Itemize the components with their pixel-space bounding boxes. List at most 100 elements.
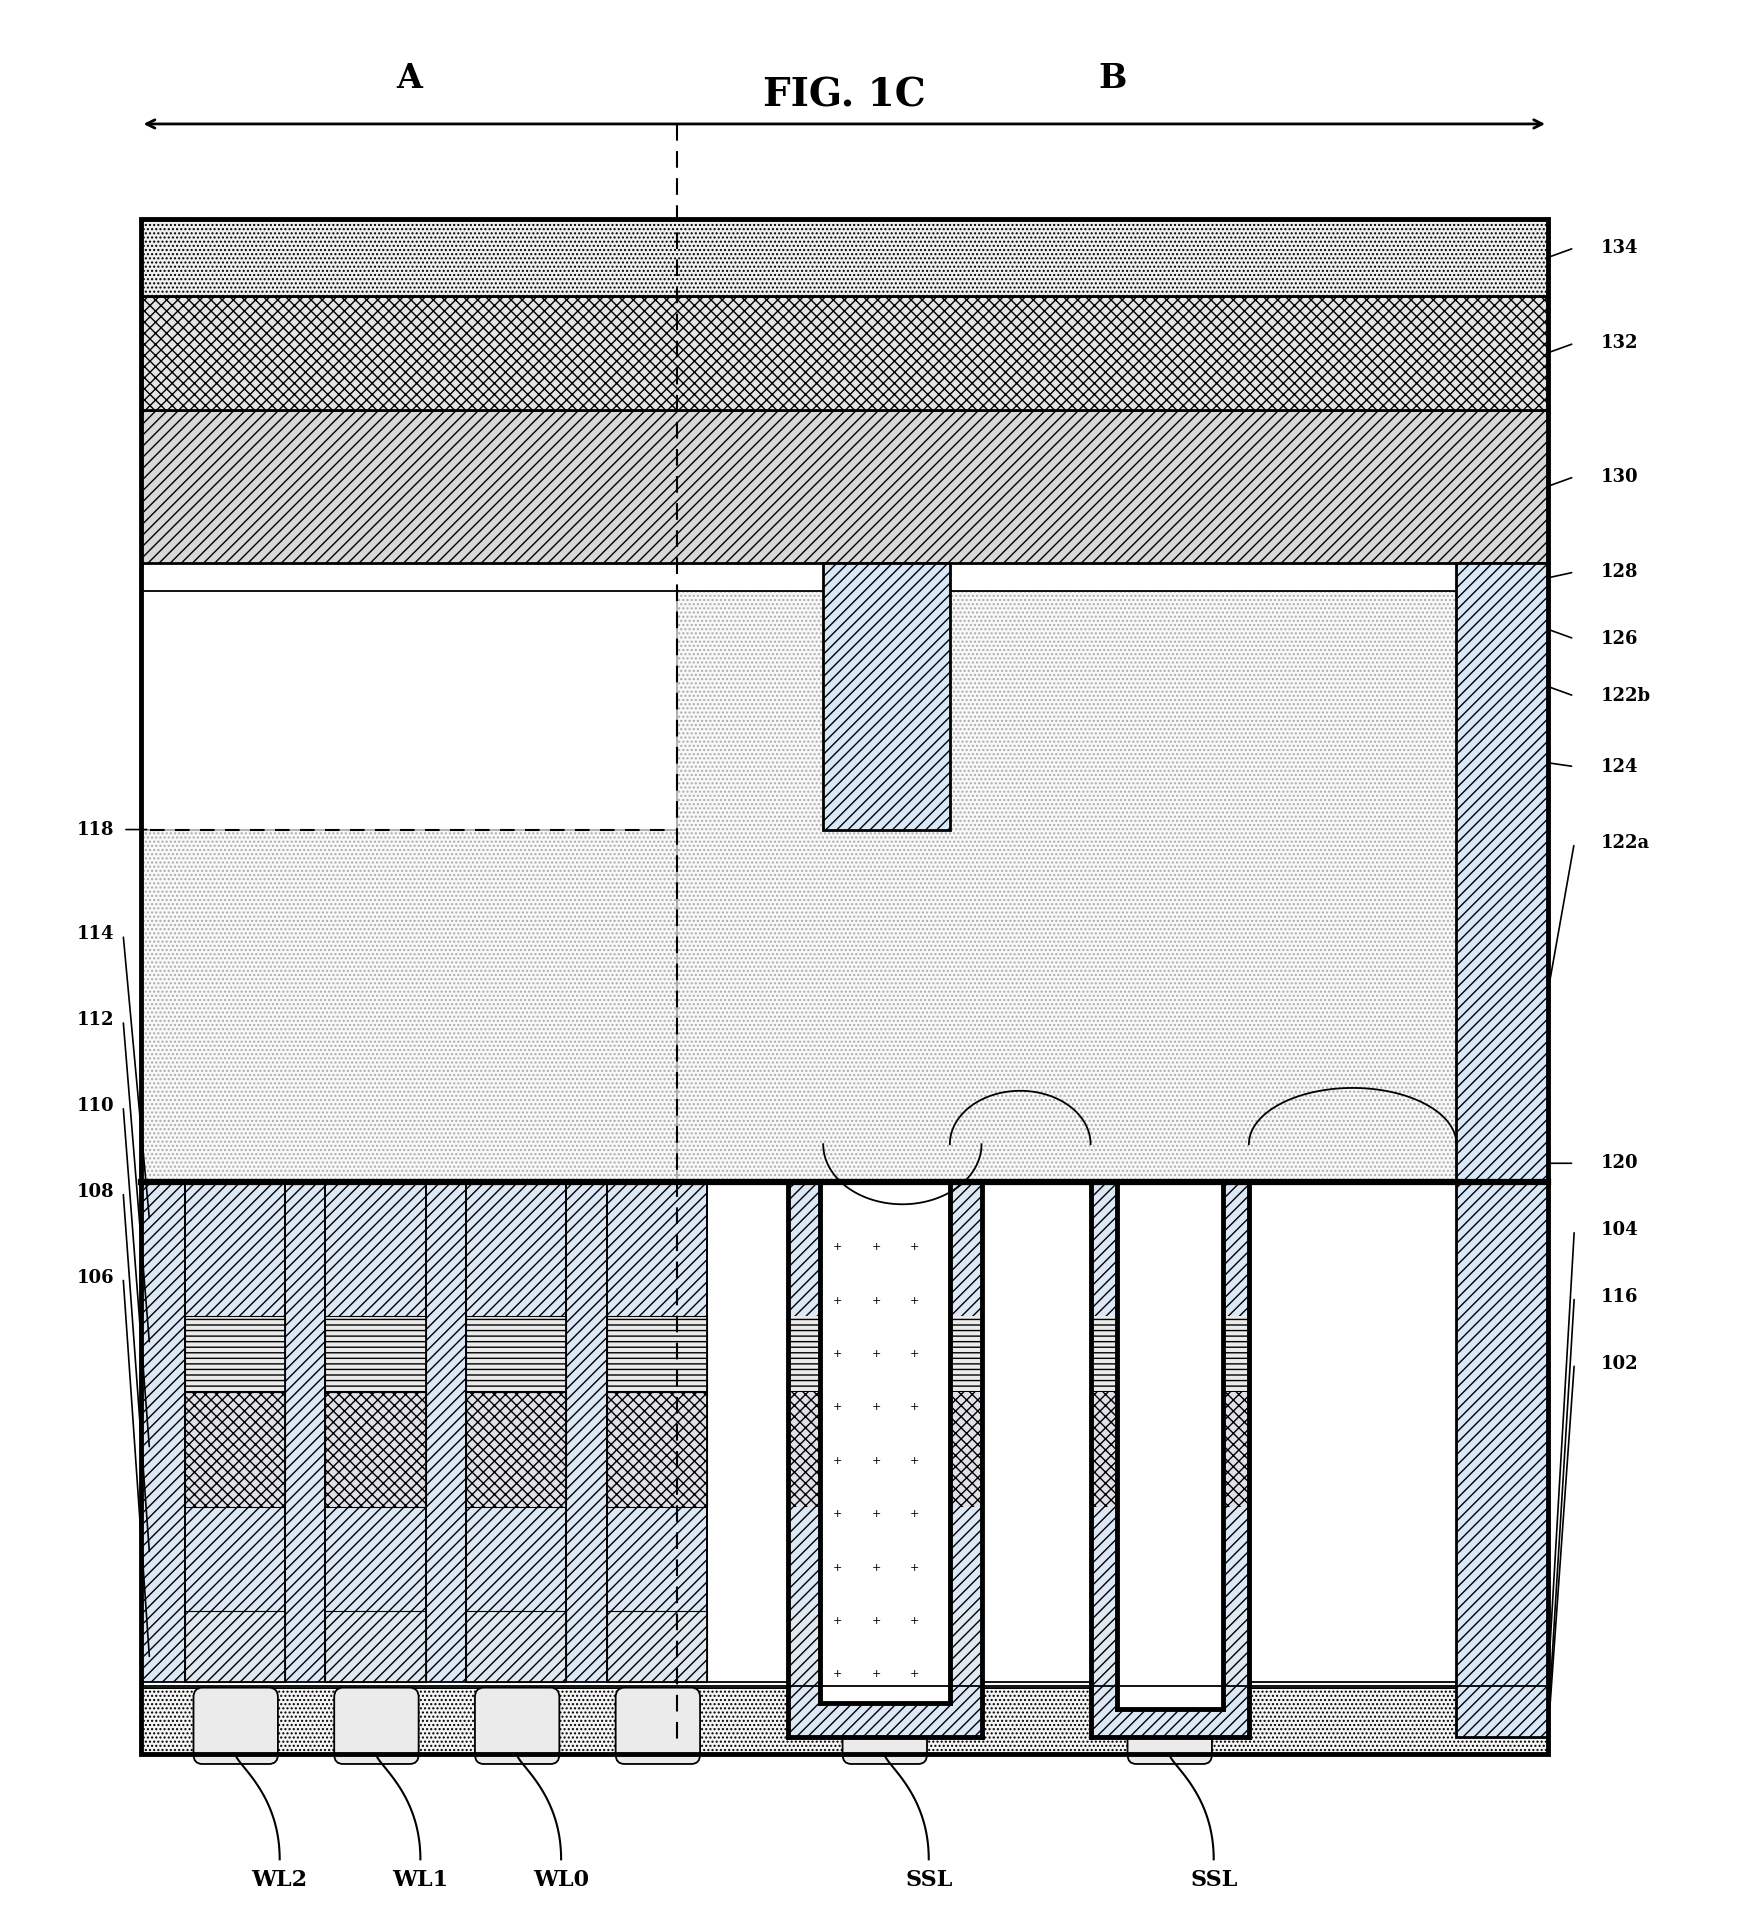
Bar bbox=[1091, 1316, 1249, 1392]
Text: WL1: WL1 bbox=[392, 1869, 449, 1892]
Text: 118: 118 bbox=[77, 820, 114, 839]
Bar bbox=[141, 296, 1548, 410]
Bar bbox=[466, 1611, 566, 1682]
Bar bbox=[607, 1182, 707, 1682]
Bar bbox=[607, 1182, 707, 1682]
Bar bbox=[788, 1611, 982, 1682]
Bar bbox=[788, 1392, 982, 1507]
Bar bbox=[141, 830, 677, 1182]
Bar bbox=[1456, 563, 1548, 1737]
Bar bbox=[1117, 1182, 1223, 1709]
Text: 102: 102 bbox=[1601, 1354, 1638, 1373]
Bar bbox=[823, 563, 950, 830]
Text: 120: 120 bbox=[1601, 1154, 1638, 1173]
Text: +: + bbox=[909, 1562, 920, 1573]
Text: +: + bbox=[832, 1295, 843, 1306]
Text: 110: 110 bbox=[77, 1097, 114, 1116]
Text: +: + bbox=[832, 1348, 843, 1360]
Bar bbox=[466, 1182, 566, 1682]
Text: 108: 108 bbox=[77, 1182, 114, 1201]
Text: WL0: WL0 bbox=[533, 1869, 589, 1892]
Bar bbox=[788, 1182, 982, 1737]
FancyBboxPatch shape bbox=[1128, 1688, 1212, 1764]
Text: +: + bbox=[871, 1348, 881, 1360]
Text: +: + bbox=[871, 1562, 881, 1573]
Text: 132: 132 bbox=[1601, 334, 1638, 353]
Bar bbox=[185, 1611, 285, 1682]
Text: FIG. 1C: FIG. 1C bbox=[763, 76, 925, 114]
Bar bbox=[325, 1392, 426, 1507]
Bar bbox=[607, 1611, 707, 1682]
Bar bbox=[466, 1316, 566, 1392]
FancyBboxPatch shape bbox=[334, 1688, 419, 1764]
Text: +: + bbox=[871, 1615, 881, 1627]
Text: +: + bbox=[909, 1615, 920, 1627]
FancyBboxPatch shape bbox=[193, 1688, 278, 1764]
Text: +: + bbox=[832, 1241, 843, 1253]
Text: 112: 112 bbox=[77, 1011, 114, 1030]
Text: +: + bbox=[871, 1241, 881, 1253]
Bar bbox=[141, 219, 1548, 296]
Bar bbox=[185, 1182, 285, 1682]
Text: +: + bbox=[909, 1508, 920, 1520]
Text: 128: 128 bbox=[1601, 563, 1638, 582]
Text: +: + bbox=[909, 1402, 920, 1413]
Bar bbox=[325, 1182, 426, 1682]
Bar bbox=[325, 1316, 426, 1392]
Text: +: + bbox=[871, 1295, 881, 1306]
Bar bbox=[141, 1182, 677, 1682]
Text: 122b: 122b bbox=[1601, 687, 1650, 706]
Text: +: + bbox=[871, 1508, 881, 1520]
Text: SSL: SSL bbox=[1191, 1869, 1237, 1892]
Bar bbox=[466, 1392, 566, 1507]
Bar bbox=[466, 1182, 566, 1682]
Bar bbox=[1091, 1392, 1249, 1507]
FancyBboxPatch shape bbox=[616, 1688, 700, 1764]
Bar bbox=[141, 1688, 1548, 1754]
Text: B: B bbox=[1098, 63, 1128, 95]
Text: +: + bbox=[832, 1615, 843, 1627]
Text: SSL: SSL bbox=[906, 1869, 952, 1892]
Bar bbox=[185, 1182, 285, 1682]
Bar bbox=[141, 1682, 1548, 1688]
Text: 114: 114 bbox=[77, 925, 114, 944]
Text: A: A bbox=[396, 63, 422, 95]
Text: +: + bbox=[871, 1455, 881, 1466]
Text: 130: 130 bbox=[1601, 467, 1638, 486]
Text: +: + bbox=[909, 1241, 920, 1253]
Bar bbox=[820, 1182, 950, 1703]
Text: 122a: 122a bbox=[1601, 833, 1650, 852]
FancyBboxPatch shape bbox=[843, 1688, 927, 1764]
Text: +: + bbox=[909, 1295, 920, 1306]
Text: +: + bbox=[832, 1402, 843, 1413]
Bar bbox=[141, 563, 1548, 591]
FancyBboxPatch shape bbox=[475, 1688, 559, 1764]
Text: +: + bbox=[871, 1669, 881, 1680]
Bar bbox=[607, 1316, 707, 1392]
Bar bbox=[185, 1316, 285, 1392]
Text: +: + bbox=[909, 1348, 920, 1360]
Text: WL2: WL2 bbox=[252, 1869, 308, 1892]
Text: +: + bbox=[909, 1455, 920, 1466]
Bar bbox=[185, 1392, 285, 1507]
Bar bbox=[141, 410, 1548, 563]
Bar bbox=[141, 219, 1548, 1754]
Bar bbox=[677, 591, 1548, 1182]
Text: 104: 104 bbox=[1601, 1220, 1638, 1240]
Text: 126: 126 bbox=[1601, 629, 1638, 648]
Text: +: + bbox=[832, 1562, 843, 1573]
Bar bbox=[1091, 1611, 1249, 1682]
Text: +: + bbox=[871, 1402, 881, 1413]
Bar bbox=[788, 1316, 982, 1392]
Bar bbox=[325, 1182, 426, 1682]
Text: +: + bbox=[832, 1669, 843, 1680]
Bar bbox=[325, 1611, 426, 1682]
Text: 124: 124 bbox=[1601, 757, 1638, 776]
Bar bbox=[607, 1392, 707, 1507]
Text: 134: 134 bbox=[1601, 238, 1638, 257]
Text: +: + bbox=[832, 1455, 843, 1466]
Text: 106: 106 bbox=[77, 1268, 114, 1287]
Text: +: + bbox=[909, 1669, 920, 1680]
Text: +: + bbox=[832, 1508, 843, 1520]
Bar bbox=[1091, 1182, 1249, 1737]
